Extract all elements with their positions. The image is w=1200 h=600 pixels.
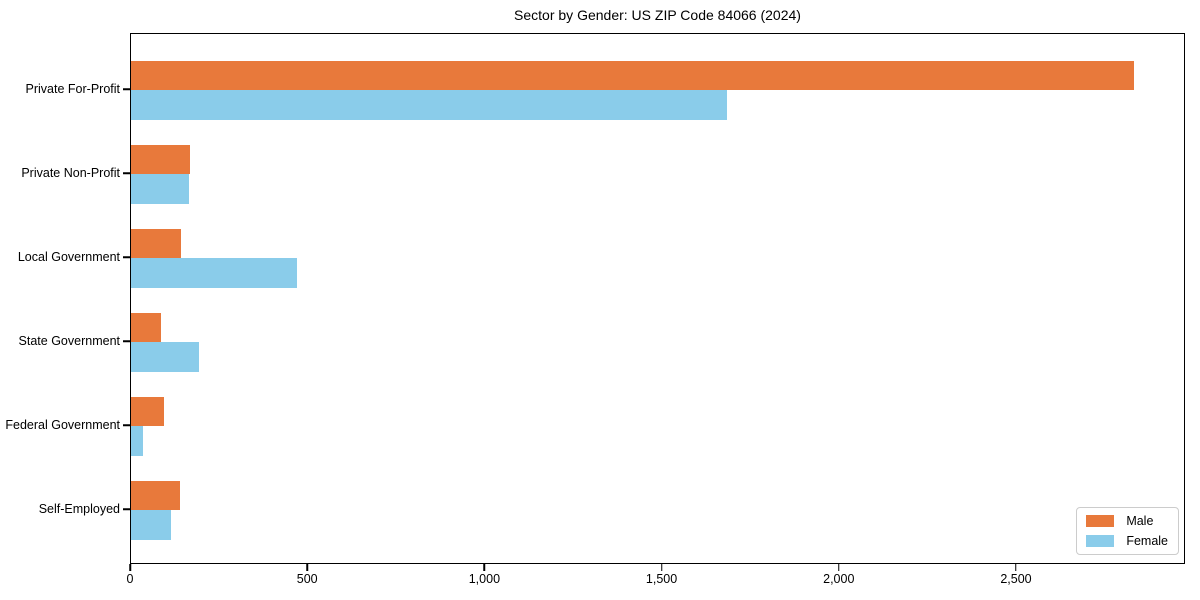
legend-label-female: Female <box>1126 533 1168 548</box>
bar-male-5 <box>131 480 181 510</box>
x-tick-4 <box>838 564 840 571</box>
bar-female-2 <box>131 258 298 288</box>
y-label-5: Self-Employed <box>38 502 120 516</box>
bar-male-2 <box>131 228 181 258</box>
bar-female-1 <box>131 174 190 204</box>
bar-male-3 <box>131 312 162 342</box>
x-tick-1 <box>306 564 308 571</box>
legend-item-female: Female <box>1086 533 1168 548</box>
x-tick-label-1: 500 <box>296 572 318 586</box>
legend-item-male: Male <box>1086 515 1168 528</box>
x-tick-2 <box>483 564 486 571</box>
y-label-0: Private For-Profit <box>25 82 120 96</box>
x-tick-0 <box>129 564 131 571</box>
x-tick-label-2: 1,000 <box>468 572 501 586</box>
bar-female-0 <box>131 90 728 120</box>
x-tick-label-5: 2,500 <box>1000 572 1032 586</box>
bar-male-4 <box>131 396 165 426</box>
plot-area: Male Female <box>130 33 1185 564</box>
x-tick-label-3: 1,500 <box>645 572 678 586</box>
y-tick-5 <box>123 508 130 510</box>
y-label-4: Federal Government <box>5 418 120 432</box>
y-tick-0 <box>123 88 130 90</box>
bar-female-4 <box>131 426 144 456</box>
legend-label-male: Male <box>1126 514 1154 528</box>
male-swatch-icon <box>1086 515 1115 528</box>
bar-female-3 <box>131 342 200 372</box>
y-tick-1 <box>123 172 130 174</box>
x-tick-3 <box>660 564 663 571</box>
legend: Male Female <box>1076 507 1179 555</box>
bar-female-5 <box>131 510 171 540</box>
y-label-2: Local Government <box>17 250 120 264</box>
y-tick-3 <box>123 340 130 342</box>
female-swatch-icon <box>1086 534 1115 547</box>
chart-title: Sector by Gender: US ZIP Code 84066 (202… <box>514 7 801 23</box>
x-tick-label-4: 2,000 <box>823 572 855 586</box>
y-label-1: Private Non-Profit <box>21 166 120 180</box>
bar-male-0 <box>131 60 1135 90</box>
y-tick-4 <box>123 424 130 426</box>
bar-male-1 <box>131 144 190 174</box>
x-tick-label-0: 0 <box>126 572 134 586</box>
x-tick-5 <box>1015 564 1017 571</box>
y-label-3: State Government <box>18 334 120 348</box>
y-tick-2 <box>123 256 130 258</box>
